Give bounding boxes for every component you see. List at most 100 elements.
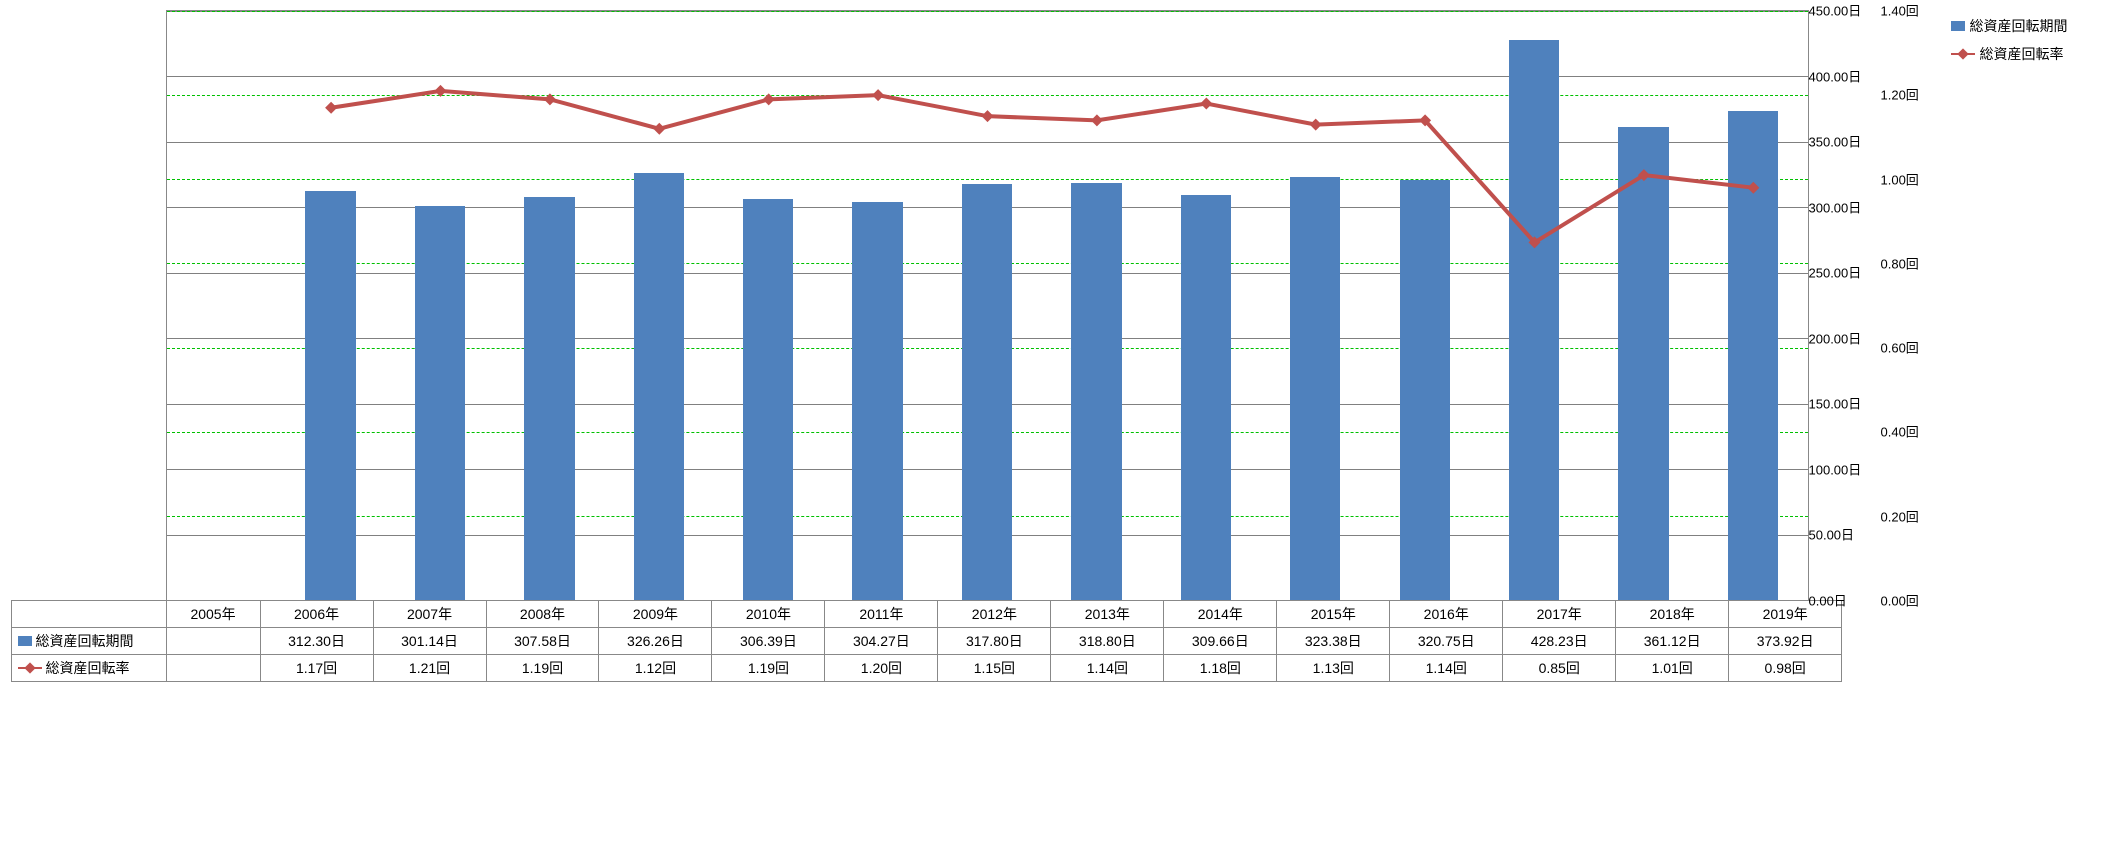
- bar-swatch-icon: [1951, 21, 1965, 31]
- table-cell-category: 2013年: [1051, 601, 1164, 628]
- bar: [1290, 177, 1340, 600]
- table-cell: 312.30日: [260, 628, 373, 655]
- table-cell: 0.85回: [1503, 655, 1616, 682]
- data-table: 2005年2006年2007年2008年2009年2010年2011年2012年…: [11, 600, 1843, 682]
- table-cell-category: 2016年: [1390, 601, 1503, 628]
- bar-column: [714, 11, 823, 600]
- bar-column: [932, 11, 1041, 600]
- bar-column: [1151, 11, 1260, 600]
- table-cell: 0.98回: [1729, 655, 1842, 682]
- table-cell-category: 2018年: [1616, 601, 1729, 628]
- bar-column: [276, 11, 385, 600]
- table-cell: 1.14回: [1051, 655, 1164, 682]
- table-cell: 1.01回: [1616, 655, 1729, 682]
- bar-column: [495, 11, 604, 600]
- legend-item-bar: 総資産回転期間: [1951, 12, 2091, 40]
- line-swatch-icon: [18, 663, 42, 673]
- bar: [415, 206, 465, 600]
- table-cell: 304.27日: [825, 628, 938, 655]
- table-row-categories: 2005年2006年2007年2008年2009年2010年2011年2012年…: [11, 601, 1842, 628]
- y1-tick-label: 0.00日: [1809, 591, 1881, 610]
- row-header-label: 総資産回転期間: [36, 631, 134, 651]
- legend-right: 総資産回転期間 総資産回転率: [1941, 10, 2091, 600]
- table-cell: 320.75日: [1390, 628, 1503, 655]
- y1-tick-label: 400.00日: [1809, 66, 1881, 85]
- table-cell-category: 2014年: [1164, 601, 1277, 628]
- y1-tick-label: 250.00日: [1809, 263, 1881, 282]
- table-cell-category: 2005年: [166, 601, 260, 628]
- table-cell: 1.13回: [1277, 655, 1390, 682]
- table-cell: 373.92日: [1729, 628, 1842, 655]
- bar: [1509, 40, 1559, 601]
- table-cell: 307.58日: [486, 628, 599, 655]
- bar-swatch-icon: [18, 636, 32, 646]
- y2-tick-label: 1.20回: [1881, 85, 1941, 104]
- table-cell: 428.23日: [1503, 628, 1616, 655]
- y1-tick-label: 450.00日: [1809, 1, 1881, 20]
- table-cell: 1.12回: [599, 655, 712, 682]
- y1-tick-label: 50.00日: [1809, 525, 1881, 544]
- bar: [1071, 183, 1121, 600]
- bar: [1181, 195, 1231, 600]
- bar: [634, 173, 684, 600]
- table-cell: [166, 655, 260, 682]
- y2-tick-label: 0.60回: [1881, 338, 1941, 357]
- bar-column: [1698, 11, 1807, 600]
- table-cell: 301.14日: [373, 628, 486, 655]
- y2-tick-label: 0.20回: [1881, 506, 1941, 525]
- y-axis-left-labels: 0.00日50.00日100.00日150.00日200.00日250.00日3…: [1809, 10, 1881, 600]
- y2-tick-label: 0.00回: [1881, 591, 1941, 610]
- table-cell-category: 2011年: [825, 601, 938, 628]
- bar-column: [604, 11, 713, 600]
- table-cell: 1.20回: [825, 655, 938, 682]
- table-header-blank: [11, 601, 166, 628]
- table-cell-category: 2006年: [260, 601, 373, 628]
- table-cell: 1.18回: [1164, 655, 1277, 682]
- table-cell-category: 2010年: [712, 601, 825, 628]
- chart-container: 0.00日50.00日100.00日150.00日200.00日250.00日3…: [11, 10, 2091, 682]
- table-cell: 1.14回: [1390, 655, 1503, 682]
- bar: [1728, 111, 1778, 600]
- chart-area: 0.00日50.00日100.00日150.00日200.00日250.00日3…: [11, 10, 2091, 600]
- bar-column: [1261, 11, 1370, 600]
- line-swatch-icon: [1951, 49, 1975, 59]
- table-cell: 309.66日: [1164, 628, 1277, 655]
- table-cell: 1.21回: [373, 655, 486, 682]
- table-cell: 326.26日: [599, 628, 712, 655]
- row-header-label: 総資産回転率: [46, 658, 130, 678]
- table-cell-category: 2007年: [373, 601, 486, 628]
- table-cell-category: 2017年: [1503, 601, 1616, 628]
- table-cell: 1.15回: [938, 655, 1051, 682]
- y2-tick-label: 0.80回: [1881, 253, 1941, 272]
- y2-tick-label: 0.40回: [1881, 422, 1941, 441]
- bar: [852, 202, 902, 600]
- table-cell: 361.12日: [1616, 628, 1729, 655]
- table-row-bar: 総資産回転期間312.30日301.14日307.58日326.26日306.3…: [11, 628, 1842, 655]
- bar-column: [1370, 11, 1479, 600]
- plot-area: [166, 10, 1809, 600]
- bar-column: [385, 11, 494, 600]
- y2-tick-label: 1.40回: [1881, 1, 1941, 20]
- table-cell: 318.80日: [1051, 628, 1164, 655]
- y-axis-right-labels: 0.00回0.20回0.40回0.60回0.80回1.00回1.20回1.40回: [1881, 10, 1941, 600]
- table-row-header: 総資産回転期間: [11, 628, 166, 655]
- table-cell-category: 2008年: [486, 601, 599, 628]
- bar: [962, 184, 1012, 600]
- y1-tick-label: 300.00日: [1809, 197, 1881, 216]
- table-cell: [166, 628, 260, 655]
- bar: [743, 199, 793, 600]
- y2-tick-label: 1.00回: [1881, 169, 1941, 188]
- bar: [305, 191, 355, 600]
- bar-column: [1042, 11, 1151, 600]
- legend-bar-label: 総資産回転期間: [1970, 16, 2068, 36]
- legend-line-label: 総資産回転率: [1980, 44, 2064, 64]
- bar-column: [1479, 11, 1588, 600]
- bar: [1400, 180, 1450, 600]
- table-row-line: 総資産回転率1.17回1.21回1.19回1.12回1.19回1.20回1.15…: [11, 655, 1842, 682]
- y1-tick-label: 150.00日: [1809, 394, 1881, 413]
- table-cell-category: 2012年: [938, 601, 1051, 628]
- bar-column: [1589, 11, 1698, 600]
- table-cell-category: 2015年: [1277, 601, 1390, 628]
- table-cell: 317.80日: [938, 628, 1051, 655]
- table-cell: 323.38日: [1277, 628, 1390, 655]
